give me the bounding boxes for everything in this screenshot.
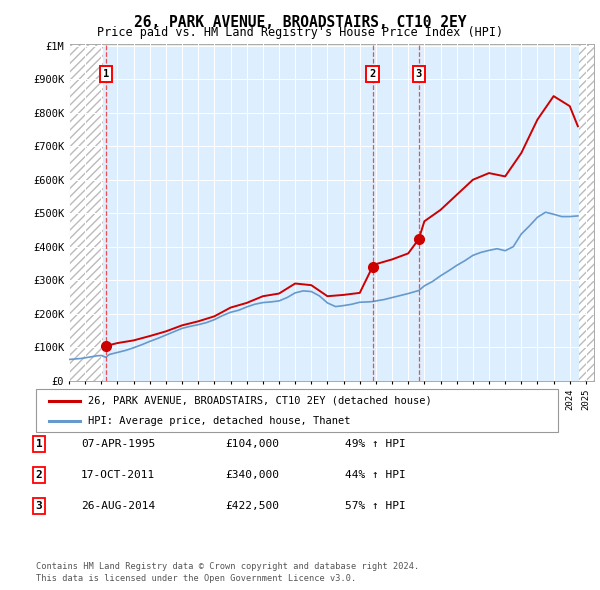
Text: £340,000: £340,000 — [225, 470, 279, 480]
Text: 44% ↑ HPI: 44% ↑ HPI — [345, 470, 406, 480]
Text: 2: 2 — [370, 70, 376, 80]
Bar — [69, 44, 103, 381]
Text: HPI: Average price, detached house, Thanet: HPI: Average price, detached house, Than… — [88, 417, 350, 426]
Text: £422,500: £422,500 — [225, 502, 279, 511]
Text: 3: 3 — [35, 502, 43, 511]
Text: 57% ↑ HPI: 57% ↑ HPI — [345, 502, 406, 511]
Text: Price paid vs. HM Land Registry's House Price Index (HPI): Price paid vs. HM Land Registry's House … — [97, 26, 503, 39]
Text: 17-OCT-2011: 17-OCT-2011 — [81, 470, 155, 480]
FancyBboxPatch shape — [36, 389, 558, 432]
Text: £104,000: £104,000 — [225, 439, 279, 448]
Text: 07-APR-1995: 07-APR-1995 — [81, 439, 155, 448]
Text: 26, PARK AVENUE, BROADSTAIRS, CT10 2EY (detached house): 26, PARK AVENUE, BROADSTAIRS, CT10 2EY (… — [88, 396, 432, 406]
Text: 26, PARK AVENUE, BROADSTAIRS, CT10 2EY: 26, PARK AVENUE, BROADSTAIRS, CT10 2EY — [134, 15, 466, 30]
Text: 3: 3 — [416, 70, 422, 80]
Bar — [580, 44, 594, 381]
Text: 1: 1 — [35, 439, 43, 448]
Text: Contains HM Land Registry data © Crown copyright and database right 2024.: Contains HM Land Registry data © Crown c… — [36, 562, 419, 571]
Text: 2: 2 — [35, 470, 43, 480]
Text: 26-AUG-2014: 26-AUG-2014 — [81, 502, 155, 511]
Text: 1: 1 — [103, 70, 109, 80]
Text: This data is licensed under the Open Government Licence v3.0.: This data is licensed under the Open Gov… — [36, 573, 356, 583]
Text: 49% ↑ HPI: 49% ↑ HPI — [345, 439, 406, 448]
